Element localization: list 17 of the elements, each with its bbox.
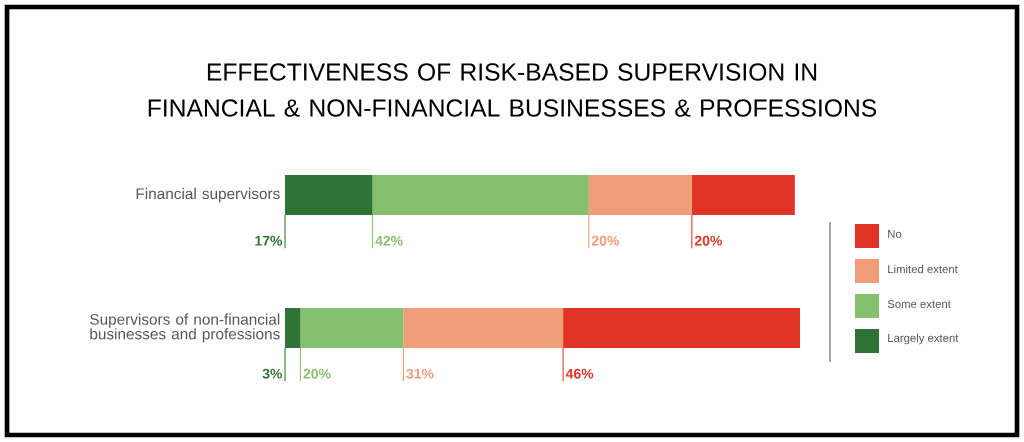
bar: [588, 175, 692, 215]
legend-label: Largely extent: [888, 333, 959, 345]
legend-label: Some extent: [887, 299, 951, 308]
legend-label: No: [888, 230, 902, 238]
data-label: 42%: [375, 235, 403, 246]
y-tick-label: Financial supervisors: [136, 187, 280, 203]
data-label: 3%: [262, 368, 283, 379]
data-label: 20%: [694, 235, 723, 246]
data-label: 17%: [255, 235, 283, 246]
y-tick-label: Supervisors of non-financial businesses and professions: [90, 313, 280, 343]
data-label: 31%: [406, 368, 434, 379]
bar: [372, 175, 589, 215]
legend-label: Limited extent: [888, 264, 958, 274]
data-label: 20%: [303, 368, 331, 379]
data-label: 46%: [565, 368, 594, 379]
chart-title: EFFECTIVENESS OF RISK-BASED SUPERVISION IN FINANCIAL & NON-FINANCIAL BUSINESSES & PROFESSIONS: [148, 63, 877, 117]
data-label: 20%: [591, 235, 620, 246]
